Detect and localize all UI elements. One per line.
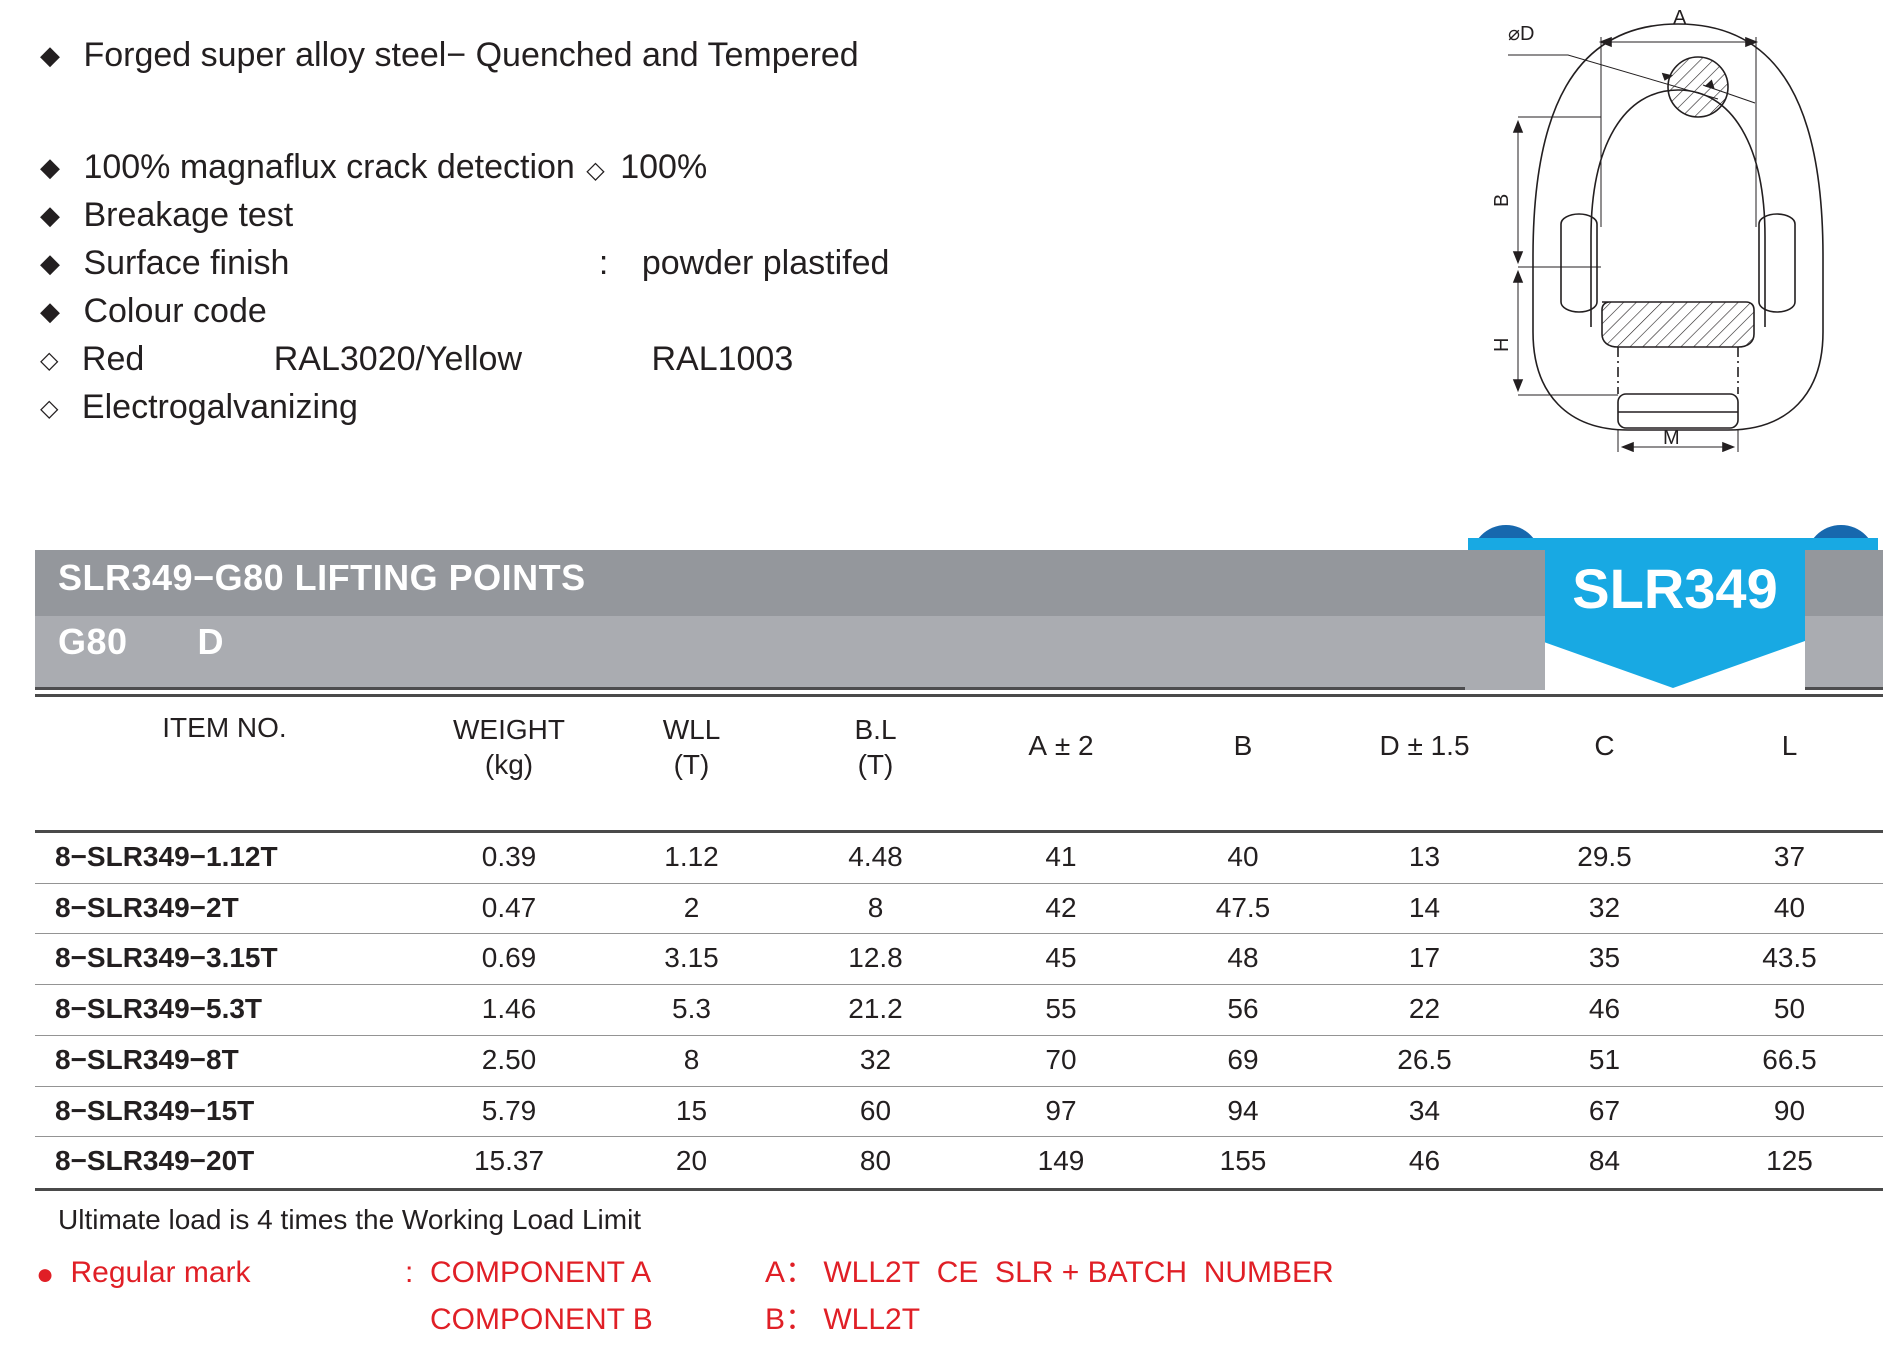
svg-text:A: A <box>1673 7 1687 29</box>
svg-text:B: B <box>1491 194 1513 207</box>
svg-text:SLR349: SLR349 <box>1572 557 1777 620</box>
svg-text:M: M <box>1663 427 1680 449</box>
svg-text:⌀D: ⌀D <box>1508 23 1534 45</box>
svg-text:H: H <box>1491 338 1513 352</box>
